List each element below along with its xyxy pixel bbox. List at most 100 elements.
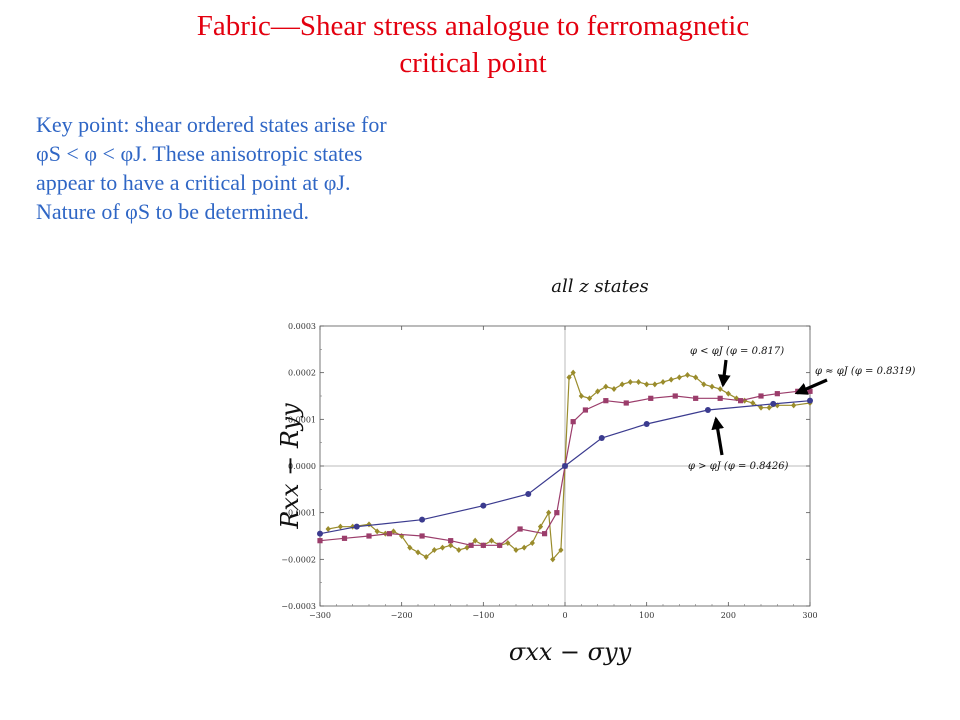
x-axis-label: σxx − σyy bbox=[509, 638, 632, 666]
data-point bbox=[684, 372, 691, 378]
data-point bbox=[325, 526, 331, 532]
series-2 bbox=[317, 388, 813, 548]
data-point bbox=[419, 533, 425, 539]
data-point bbox=[525, 491, 532, 497]
y-tick-label: −0.0001 bbox=[281, 509, 316, 518]
data-point bbox=[464, 544, 470, 551]
data-point bbox=[676, 374, 682, 381]
data-point bbox=[709, 383, 715, 390]
data-point bbox=[595, 388, 601, 395]
y-tick-label: −0.0003 bbox=[281, 602, 316, 611]
shear-stress-chart: all z states −300 −200 −100 0 100 200 300 −0.00… bbox=[276, 276, 916, 666]
data-point bbox=[562, 463, 568, 469]
y-tick-label: 0.0003 bbox=[288, 322, 316, 331]
data-point bbox=[586, 395, 593, 402]
y-axis-label: Rxx − Ryy bbox=[276, 403, 304, 530]
body-line: Nature of φS to be determined. bbox=[36, 199, 309, 224]
data-point bbox=[693, 374, 699, 381]
x-tick-label: 100 bbox=[639, 611, 654, 620]
annotation-label: φ ≈ φJ (φ = 0.8319) bbox=[815, 366, 916, 377]
x-tick-label: 0 bbox=[562, 611, 567, 620]
data-point bbox=[770, 400, 777, 407]
x-tick-label: −100 bbox=[472, 611, 494, 620]
data-point bbox=[488, 537, 495, 544]
annotation-arrow bbox=[717, 359, 731, 388]
data-point bbox=[643, 421, 650, 427]
series-line bbox=[319, 390, 810, 546]
data-point bbox=[570, 369, 576, 376]
data-point bbox=[774, 402, 780, 409]
series-line bbox=[328, 371, 811, 561]
data-point bbox=[737, 398, 744, 404]
data-point bbox=[627, 379, 633, 385]
data-point bbox=[513, 547, 519, 553]
data-point bbox=[415, 549, 421, 556]
data-point bbox=[341, 535, 348, 541]
data-point bbox=[717, 395, 723, 401]
data-point bbox=[717, 386, 723, 392]
data-point bbox=[366, 533, 372, 539]
data-point bbox=[554, 510, 560, 516]
data-point bbox=[537, 523, 544, 530]
data-point bbox=[582, 407, 589, 413]
data-point bbox=[619, 381, 625, 388]
data-point bbox=[791, 402, 797, 409]
data-point bbox=[456, 547, 462, 553]
slide-title: Fabric—Shear stress analogue to ferromag… bbox=[0, 8, 946, 82]
data-point bbox=[570, 419, 576, 425]
y-tick-label: 0.0002 bbox=[288, 369, 316, 378]
data-point bbox=[704, 407, 711, 413]
data-point bbox=[774, 391, 780, 397]
data-point bbox=[701, 381, 707, 388]
data-point bbox=[448, 538, 454, 544]
body-line: Key point: shear ordered states arise fo… bbox=[36, 112, 387, 137]
data-point bbox=[521, 544, 527, 551]
data-point bbox=[497, 542, 503, 548]
data-point bbox=[672, 393, 678, 399]
data-point bbox=[758, 393, 764, 399]
annotation-label: φ > φJ (φ = 0.8426) bbox=[688, 461, 789, 472]
data-point bbox=[668, 376, 674, 383]
data-point bbox=[611, 386, 617, 392]
data-point bbox=[635, 379, 642, 385]
body-line: appear to have a critical point at φJ. bbox=[36, 170, 351, 195]
data-point bbox=[353, 523, 360, 530]
key-point-text: Key point: shear ordered states arise fo… bbox=[36, 110, 387, 226]
data-point bbox=[546, 509, 552, 516]
data-point bbox=[480, 542, 486, 548]
data-point bbox=[648, 395, 654, 401]
chart-title: all z states bbox=[551, 276, 649, 297]
data-point bbox=[725, 390, 731, 397]
data-point bbox=[337, 523, 344, 530]
x-tick-label: −200 bbox=[391, 611, 413, 620]
data-point bbox=[660, 379, 666, 385]
title-line-1: Fabric—Shear stress analogue to ferromag… bbox=[196, 10, 750, 42]
data-point bbox=[766, 404, 772, 411]
data-point bbox=[317, 538, 323, 544]
x-tick-label: 300 bbox=[802, 611, 817, 620]
data-point bbox=[693, 395, 699, 401]
annotation-arrow bbox=[711, 416, 724, 456]
data-point bbox=[386, 531, 393, 537]
data-point bbox=[439, 544, 446, 551]
data-point bbox=[603, 383, 609, 390]
x-tick-label: −300 bbox=[309, 611, 331, 620]
data-point bbox=[517, 526, 523, 532]
data-point bbox=[623, 400, 629, 406]
data-point bbox=[390, 528, 397, 535]
data-point bbox=[807, 397, 813, 404]
data-point bbox=[742, 397, 748, 404]
y-tick-label: 0.0000 bbox=[288, 462, 316, 471]
data-point bbox=[529, 540, 535, 546]
data-point bbox=[598, 435, 605, 441]
data-point bbox=[807, 388, 813, 394]
body-line: φS < φ < φJ. These anisotropic states bbox=[36, 141, 363, 166]
data-point bbox=[558, 547, 564, 553]
data-point bbox=[566, 374, 572, 381]
data-point bbox=[317, 530, 323, 537]
data-point bbox=[750, 400, 756, 406]
series-3 bbox=[317, 397, 813, 537]
data-point bbox=[758, 404, 764, 411]
data-point bbox=[644, 381, 650, 388]
annotation-label: φ < φJ (φ = 0.817) bbox=[690, 346, 784, 357]
